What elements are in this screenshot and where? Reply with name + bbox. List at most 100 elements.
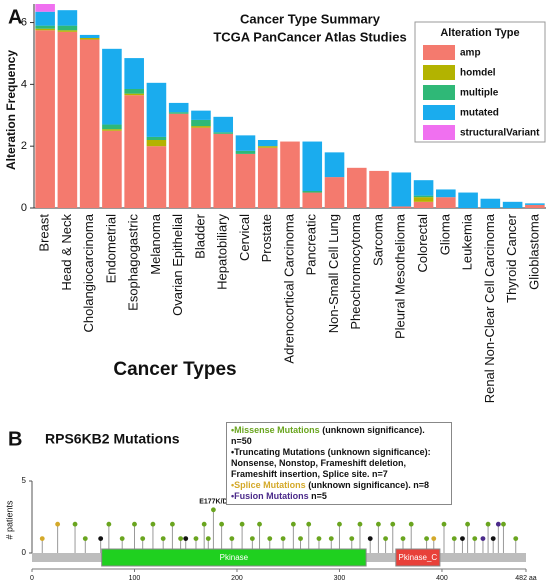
bar-segment <box>191 110 211 120</box>
x-tick-label: Renal Non-Clear Cell Carcinoma <box>482 213 497 403</box>
x-tick-label: Endometrial <box>103 214 118 283</box>
bar-segment <box>280 141 300 208</box>
legend-entry: Fusion Mutations n=5 <box>231 491 447 502</box>
y-tick-label: 0 <box>21 202 27 214</box>
lollipop-head <box>328 536 334 541</box>
legend-label: Truncating Mutations <box>231 447 325 457</box>
bar-segment <box>35 25 55 29</box>
lollipop-head <box>424 536 429 541</box>
x-tick-label: Leukemia <box>460 213 475 270</box>
domain <box>101 548 367 567</box>
lollipop-head <box>219 521 225 527</box>
legend-swatch <box>423 125 455 140</box>
bar-segment <box>369 170 389 208</box>
lollipop-head <box>408 521 414 527</box>
bar-segment <box>525 204 545 208</box>
y-tick-label: 0 <box>22 548 27 557</box>
bar-segment <box>458 192 478 208</box>
legend-label: multiple <box>460 88 499 99</box>
lollipop-head <box>400 536 406 541</box>
domain-label: Pkinase_C <box>399 553 438 562</box>
x-tick-label: Breast <box>37 214 52 252</box>
bar-segment <box>235 153 256 208</box>
bar-segment <box>413 195 434 198</box>
lollipop-head <box>193 536 199 541</box>
bar-segment <box>302 141 323 191</box>
legend-label: structuralVariant <box>460 128 540 139</box>
lollipop-head <box>178 536 184 541</box>
lollipop-head <box>140 536 146 541</box>
bar-segment <box>146 140 167 147</box>
bar-segment <box>57 25 78 31</box>
x-tick-label: Melanoma <box>148 213 163 274</box>
legend-description: n=5 <box>311 491 327 501</box>
bar-segment <box>79 39 100 208</box>
bar-segment <box>57 10 78 26</box>
lollipop-head <box>183 536 189 541</box>
y-tick-label: 4 <box>21 78 27 90</box>
bar-segment <box>213 116 234 133</box>
bar-segment <box>146 136 167 140</box>
x-tick-label: Pleural Mesothelioma <box>393 213 408 339</box>
x-tick-label: Thyroid Cancer <box>504 213 519 303</box>
lollipop-head <box>495 521 501 527</box>
x-tick-label: Esophagogastric <box>126 214 141 311</box>
bar-segment <box>102 130 122 208</box>
y-axis-label: Alteration Frequency <box>4 50 18 170</box>
lollipop-head <box>465 521 470 527</box>
x-tick-label: Colorectal <box>415 214 430 273</box>
lollipop-head <box>98 536 104 541</box>
lollipop-head <box>170 521 175 527</box>
legend: Missense Mutations (unknown significance… <box>226 422 452 505</box>
bar-segment <box>146 82 167 137</box>
y-tick-label: 6 <box>21 16 27 28</box>
bar-segment <box>102 129 122 131</box>
chart-title: Cancer Type Summary <box>240 11 381 26</box>
bar-segment <box>391 206 412 208</box>
panel-label: B <box>8 428 22 450</box>
x-tick-label: 400 <box>436 575 448 582</box>
bar-segment <box>235 135 256 151</box>
x-tick-label: Adrenocortical Carcinoma <box>281 213 296 363</box>
bar-segment <box>191 119 211 127</box>
lollipop-head <box>39 536 45 541</box>
lollipop-head <box>472 536 478 541</box>
bar-segment <box>124 95 144 208</box>
lollipop-head <box>280 536 286 541</box>
x-tick-label: Prostate <box>259 214 274 262</box>
lollipop-head <box>82 536 88 541</box>
chart-subtitle: TCGA PanCancer Atlas Studies <box>213 29 406 44</box>
x-axis-label: Cancer Types <box>113 359 236 380</box>
x-tick-label: Sarcoma <box>370 213 385 266</box>
bar-segment <box>436 189 456 198</box>
x-tick-label: Pheochromocytoma <box>348 213 363 329</box>
legend-label: mutated <box>460 108 499 119</box>
lollipop-head <box>490 536 496 541</box>
lollipop-head <box>205 536 211 541</box>
bar-segment <box>257 147 278 208</box>
bar-segment <box>191 127 211 208</box>
panel-label: A <box>8 6 22 28</box>
x-tick-label: 200 <box>231 575 243 582</box>
lollipop-head <box>480 536 486 541</box>
lollipop-head <box>367 536 373 541</box>
lollipop-head <box>485 521 491 527</box>
bar-segment <box>102 124 122 130</box>
legend-description: (unknown significance). n=50 <box>231 425 425 446</box>
legend-entry: Missense Mutations (unknown significance… <box>231 425 447 447</box>
lollipop-head <box>337 521 342 527</box>
legend-label: Splice Mutations <box>231 480 306 490</box>
bar-segment <box>213 132 234 134</box>
legend-label: Missense Mutations <box>231 425 320 435</box>
bar-segment <box>324 177 345 208</box>
bar-segment <box>57 31 78 209</box>
legend-description: (unknown significance). n=8 <box>308 480 429 490</box>
legend-title: Alteration Type <box>440 27 519 39</box>
lollipop-head <box>211 507 216 513</box>
lollipop-head <box>349 536 355 541</box>
lollipop-head <box>298 536 303 541</box>
x-tick-label: Pancreatic <box>304 214 319 276</box>
bar-segment <box>525 203 545 205</box>
domain-label: Pkinase <box>220 553 249 562</box>
